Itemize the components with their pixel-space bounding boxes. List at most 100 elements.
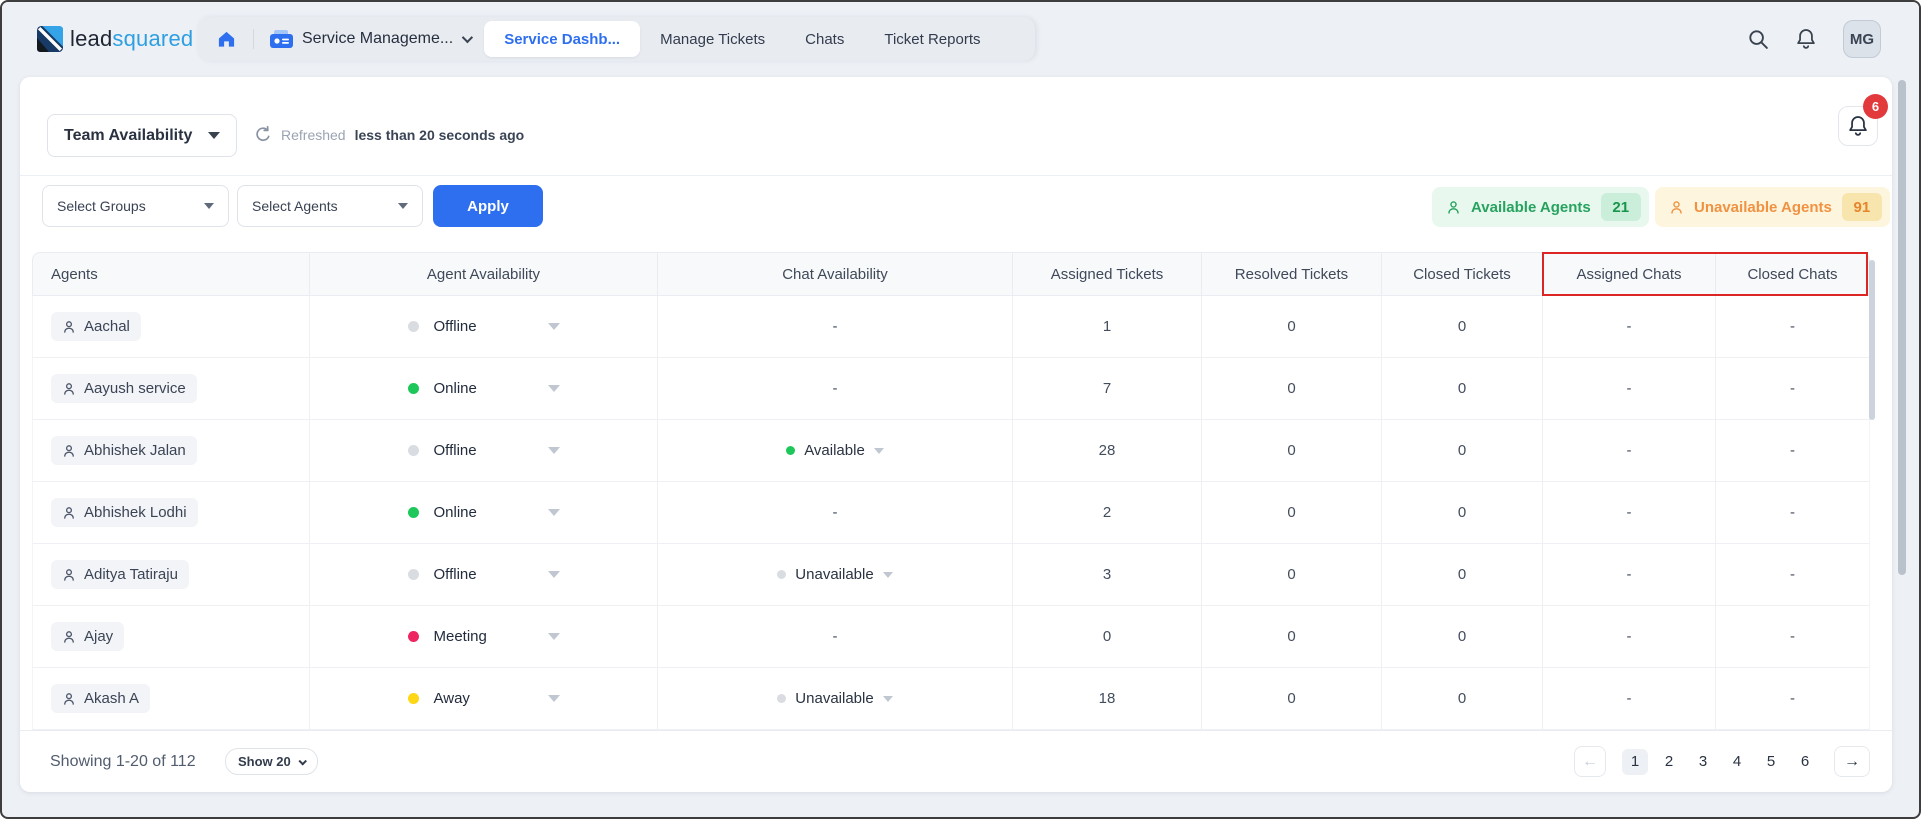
column-header-agent-availability[interactable]: Agent Availability: [310, 253, 658, 295]
workspace-selector[interactable]: Service Manageme...: [264, 29, 484, 49]
agent-name-chip[interactable]: Abhishek Lodhi: [51, 498, 198, 527]
table-row: Aayush service Online - 7 0 0 - -: [32, 358, 1870, 420]
chat-status-dropdown[interactable]: Unavailable: [777, 690, 893, 707]
closed-tickets-value: 0: [1382, 668, 1543, 729]
column-header-closed-chats[interactable]: Closed Chats: [1747, 265, 1838, 283]
column-header-closed-tickets[interactable]: Closed Tickets: [1382, 253, 1543, 295]
status-dot: [786, 446, 796, 455]
status-dot: [407, 445, 419, 456]
person-icon: [64, 630, 74, 643]
available-agents-label: Available Agents: [1471, 198, 1591, 216]
tab-ticket-reports[interactable]: Ticket Reports: [884, 30, 981, 48]
table-row: Aachal Offline - 1 0 0 - -: [32, 296, 1870, 358]
caret-down-icon: [873, 447, 884, 454]
closed-tickets-value: 0: [1382, 296, 1543, 357]
caret-down-icon: [208, 132, 220, 139]
chat-status-empty: -: [832, 504, 838, 521]
previous-page-button[interactable]: ←: [1574, 746, 1606, 777]
user-avatar[interactable]: MG: [1843, 20, 1881, 58]
panel-notifications-button[interactable]: 6: [1838, 94, 1888, 146]
select-agents-placeholder: Select Agents: [252, 198, 338, 214]
agent-name: Ajay: [84, 628, 114, 645]
next-page-button[interactable]: →: [1834, 746, 1870, 777]
unavailable-agents-count: 91: [1841, 193, 1882, 221]
search-icon[interactable]: [1748, 29, 1769, 50]
column-header-agents[interactable]: Agents: [33, 253, 310, 295]
page-scrollbar[interactable]: [1898, 80, 1906, 575]
view-selector-dropdown[interactable]: Team Availability: [47, 114, 237, 157]
agent-name: Abhishek Lodhi: [84, 504, 187, 521]
select-agents-dropdown[interactable]: Select Agents: [237, 185, 423, 227]
page-button-6[interactable]: 6: [1800, 753, 1810, 770]
resolved-tickets-value: 0: [1202, 482, 1382, 543]
apply-button[interactable]: Apply: [433, 185, 543, 227]
page-button-2[interactable]: 2: [1664, 753, 1674, 770]
assigned-tickets-value: 0: [1013, 606, 1202, 667]
caret-down-icon: [547, 571, 560, 578]
status-dot: [407, 693, 419, 704]
agent-name: Aayush service: [84, 380, 186, 397]
home-button[interactable]: [209, 22, 243, 56]
agent-status-dropdown[interactable]: Meeting: [407, 628, 560, 645]
agent-status-dropdown[interactable]: Offline: [407, 566, 560, 583]
agent-name: Aachal: [84, 318, 130, 335]
column-header-resolved-tickets[interactable]: Resolved Tickets: [1202, 253, 1382, 295]
leadsquared-logo: leadsquared: [37, 26, 193, 52]
agent-status-dropdown[interactable]: Offline: [407, 318, 560, 335]
unavailable-agents-badge: Unavailable Agents 91: [1655, 187, 1890, 227]
chat-status-dropdown[interactable]: Available: [786, 442, 884, 459]
assigned-tickets-value: 28: [1013, 420, 1202, 481]
page-button-4[interactable]: 4: [1732, 753, 1742, 770]
agent-name-chip[interactable]: Akash A: [51, 684, 151, 713]
tab-chats[interactable]: Chats: [805, 30, 845, 48]
status-dot: [407, 321, 419, 332]
agent-name-chip[interactable]: Ajay: [51, 622, 125, 651]
agent-name: Abhishek Jalan: [84, 442, 186, 459]
nav-divider: [253, 29, 254, 49]
page-button-1[interactable]: 1: [1622, 748, 1648, 775]
column-header-assigned-tickets[interactable]: Assigned Tickets: [1013, 253, 1202, 295]
agent-name-chip[interactable]: Abhishek Jalan: [51, 436, 197, 465]
dashboard-card: Team Availability Refreshed less than 20…: [20, 77, 1892, 792]
status-dot: [777, 570, 787, 579]
caret-down-icon: [882, 695, 893, 702]
column-header-assigned-chats[interactable]: Assigned Chats: [1543, 253, 1716, 295]
section-divider: [20, 175, 1892, 176]
page-button-5[interactable]: 5: [1766, 753, 1776, 770]
assigned-chats-value: -: [1543, 606, 1716, 667]
assigned-tickets-value: 7: [1013, 358, 1202, 419]
assigned-tickets-value: 2: [1013, 482, 1202, 543]
notifications-bell-icon[interactable]: [1795, 28, 1817, 50]
agent-name: Akash A: [84, 690, 140, 707]
tab-manage-tickets[interactable]: Manage Tickets: [660, 30, 766, 48]
closed-chats-value: -: [1543, 668, 1716, 729]
assigned-chats-value: -: [1543, 296, 1716, 357]
page-size-dropdown[interactable]: Show 20: [225, 748, 318, 775]
agent-status-dropdown[interactable]: Online: [407, 380, 560, 397]
table-row: Aditya Tatiraju Offline Unavailable 3 0 …: [32, 544, 1870, 606]
chat-status-empty: -: [832, 380, 838, 397]
agent-name-chip[interactable]: Aayush service: [51, 374, 197, 403]
leadsquared-logo-icon: [37, 26, 63, 52]
select-groups-placeholder: Select Groups: [57, 198, 146, 214]
person-icon: [64, 692, 74, 705]
assigned-chats-value: -: [1543, 482, 1716, 543]
table-row: Ajay Meeting - 0 0 0 - -: [32, 606, 1870, 668]
column-header-chat-availability[interactable]: Chat Availability: [658, 253, 1013, 295]
chat-status-dropdown[interactable]: Unavailable: [777, 566, 893, 583]
panel-bell-icon: [1849, 116, 1867, 136]
table-scrollbar[interactable]: [1869, 260, 1875, 420]
select-groups-dropdown[interactable]: Select Groups: [42, 185, 229, 227]
agent-status-dropdown[interactable]: Online: [407, 504, 560, 521]
page-button-3[interactable]: 3: [1698, 753, 1708, 770]
refreshed-label: Refreshed: [281, 127, 346, 143]
chevron-down-icon: [461, 31, 474, 44]
agent-status-dropdown[interactable]: Offline: [407, 442, 560, 459]
agent-name-chip[interactable]: Aditya Tatiraju: [51, 560, 189, 589]
tab-service-dashboard[interactable]: Service Dashb...: [484, 21, 641, 57]
agent-status-dropdown[interactable]: Away: [407, 690, 560, 707]
status-dot: [407, 507, 419, 518]
agent-name-chip[interactable]: Aachal: [51, 312, 141, 341]
refresh-icon[interactable]: [254, 126, 272, 144]
